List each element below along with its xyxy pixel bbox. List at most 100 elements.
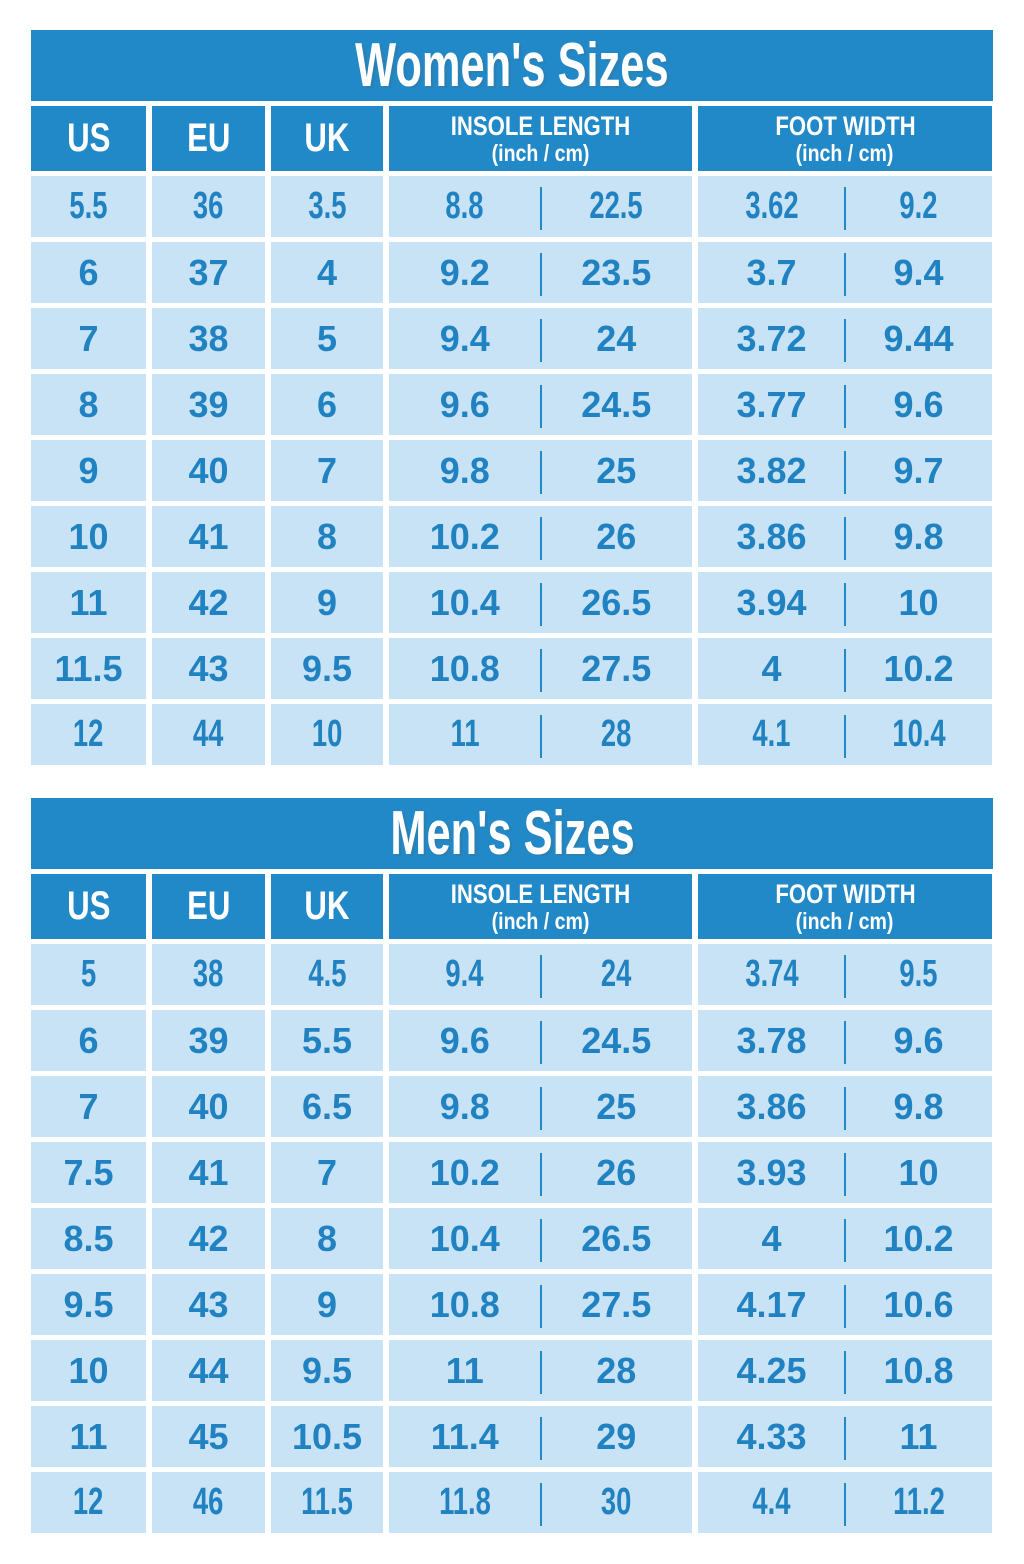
size-value: 6 (316, 383, 338, 425)
column-header-units: (inch / cm) (796, 907, 894, 934)
cm-value-wrap: 26 (541, 516, 693, 558)
size-cell: 10 (271, 704, 383, 765)
column-header-eu: EU (152, 106, 265, 171)
inch-value: 3.93 (736, 1151, 807, 1193)
size-value: 10 (68, 1349, 109, 1391)
size-value: 36 (193, 185, 224, 227)
size-value: 8 (316, 1217, 338, 1259)
column-header-label: US (66, 884, 111, 928)
foot-width-cell: 3.77 9.6 (698, 374, 992, 435)
cm-value-wrap: 27.5 (541, 648, 693, 690)
size-cell: 9 (271, 572, 383, 633)
inch-value-wrap: 8.8 (389, 185, 541, 228)
column-header-us: US (31, 874, 146, 939)
foot-width-cell: 3.93 10 (698, 1142, 992, 1203)
foot-width-cell: 4.4 11.2 (698, 1472, 992, 1533)
cm-value: 28 (596, 1349, 637, 1391)
cm-value: 26.5 (581, 1217, 652, 1259)
inch-value-wrap: 3.86 (698, 516, 845, 558)
cell-divider (539, 1351, 542, 1394)
inch-value-wrap: 4.25 (698, 1350, 845, 1392)
size-value: 9 (316, 581, 338, 623)
cm-value: 9.4 (893, 251, 944, 293)
inch-value-wrap: 9.6 (389, 384, 541, 426)
size-cell: 8 (271, 1208, 383, 1269)
inch-value: 4.33 (736, 1415, 807, 1457)
size-cell: 9 (271, 1274, 383, 1335)
size-value: 38 (193, 953, 224, 995)
size-cell: 8 (31, 374, 146, 435)
cell-divider (539, 715, 542, 758)
inch-value-wrap: 9.2 (389, 252, 541, 294)
size-value: 5 (80, 953, 97, 995)
size-cell: 6 (31, 1010, 146, 1071)
cell-divider (539, 1087, 542, 1130)
foot-width-cell: 4 10.2 (698, 1208, 992, 1269)
inch-value-wrap: 3.93 (698, 1152, 845, 1194)
size-value: 7 (316, 1151, 338, 1193)
cm-value-wrap: 9.44 (845, 318, 992, 360)
size-cell: 11 (31, 572, 146, 633)
size-cell: 40 (152, 440, 265, 501)
size-value: 38 (188, 317, 229, 359)
size-value: 4.5 (307, 953, 347, 995)
table-row: 8 39 6 9.6 24.5 3.77 9.6 (31, 374, 993, 435)
inch-value: 8.8 (445, 185, 484, 227)
cell-divider (844, 1021, 846, 1064)
inch-value: 4.4 (752, 1481, 791, 1523)
insole-length-cell: 9.8 25 (389, 440, 692, 501)
size-cell: 7 (271, 1142, 383, 1203)
cm-value-wrap: 24.5 (541, 384, 693, 426)
size-cell: 3.5 (271, 176, 383, 237)
inch-value-wrap: 11 (389, 713, 541, 756)
cell-divider (844, 1087, 846, 1130)
size-cell: 37 (152, 242, 265, 303)
size-value: 8.5 (63, 1217, 114, 1259)
cm-value-wrap: 25 (541, 1086, 693, 1128)
column-header-label: EU (186, 884, 231, 928)
inch-value: 9.4 (445, 953, 484, 995)
table-title: Men's Sizes (389, 799, 635, 868)
size-cell: 36 (152, 176, 265, 237)
column-header-eu: EU (152, 874, 265, 939)
cell-divider (539, 253, 542, 296)
inch-value-wrap: 11.4 (389, 1416, 541, 1458)
cm-value: 25 (596, 1085, 637, 1127)
column-header-uk: UK (271, 874, 383, 939)
foot-width-cell: 4 10.2 (698, 638, 992, 699)
inch-value-wrap: 11.8 (389, 1481, 541, 1524)
size-cell: 45 (152, 1406, 265, 1467)
size-value: 41 (188, 515, 229, 557)
column-header-units: (inch / cm) (796, 139, 894, 166)
inch-value: 9.8 (439, 1085, 490, 1127)
size-cell: 44 (152, 704, 265, 765)
inch-value: 3.74 (744, 953, 799, 995)
size-value: 12 (73, 713, 104, 755)
size-value: 6 (78, 1019, 99, 1061)
cell-divider (539, 1219, 542, 1262)
size-value: 11 (69, 581, 108, 623)
cell-divider (844, 715, 846, 758)
table-row: 10 44 9.5 11 28 4.25 10.8 (31, 1340, 993, 1401)
table-row: 5.5 36 3.5 8.8 22.5 3.62 9.2 (31, 176, 993, 237)
column-header-label: UK (304, 884, 350, 928)
size-value: 7 (78, 317, 99, 359)
size-cell: 7 (31, 1076, 146, 1137)
table-row: 11 42 9 10.4 26.5 3.94 10 (31, 572, 993, 633)
inch-value-wrap: 3.77 (698, 384, 845, 426)
size-cell: 6 (31, 242, 146, 303)
size-cell: 11.5 (271, 1472, 383, 1533)
inch-value-wrap: 10.2 (389, 1152, 541, 1194)
size-value: 9 (78, 449, 99, 491)
foot-width-cell: 4.25 10.8 (698, 1340, 992, 1401)
insole-length-cell: 11 28 (389, 704, 692, 765)
column-header-label: INSOLE LENGTH (450, 878, 631, 909)
insole-length-cell: 10.2 26 (389, 1142, 692, 1203)
column-header-units: (inch / cm) (491, 907, 590, 934)
table-row: 7 38 5 9.4 24 3.72 9.44 (31, 308, 993, 369)
inch-value-wrap: 3.62 (698, 185, 845, 228)
cell-divider (539, 1153, 542, 1196)
size-value: 8 (316, 515, 338, 557)
inch-value-wrap: 4.4 (698, 1481, 845, 1524)
womens-sizes-table: Women's Sizes US EU UK INSOLE LENGTH (in… (31, 30, 993, 765)
